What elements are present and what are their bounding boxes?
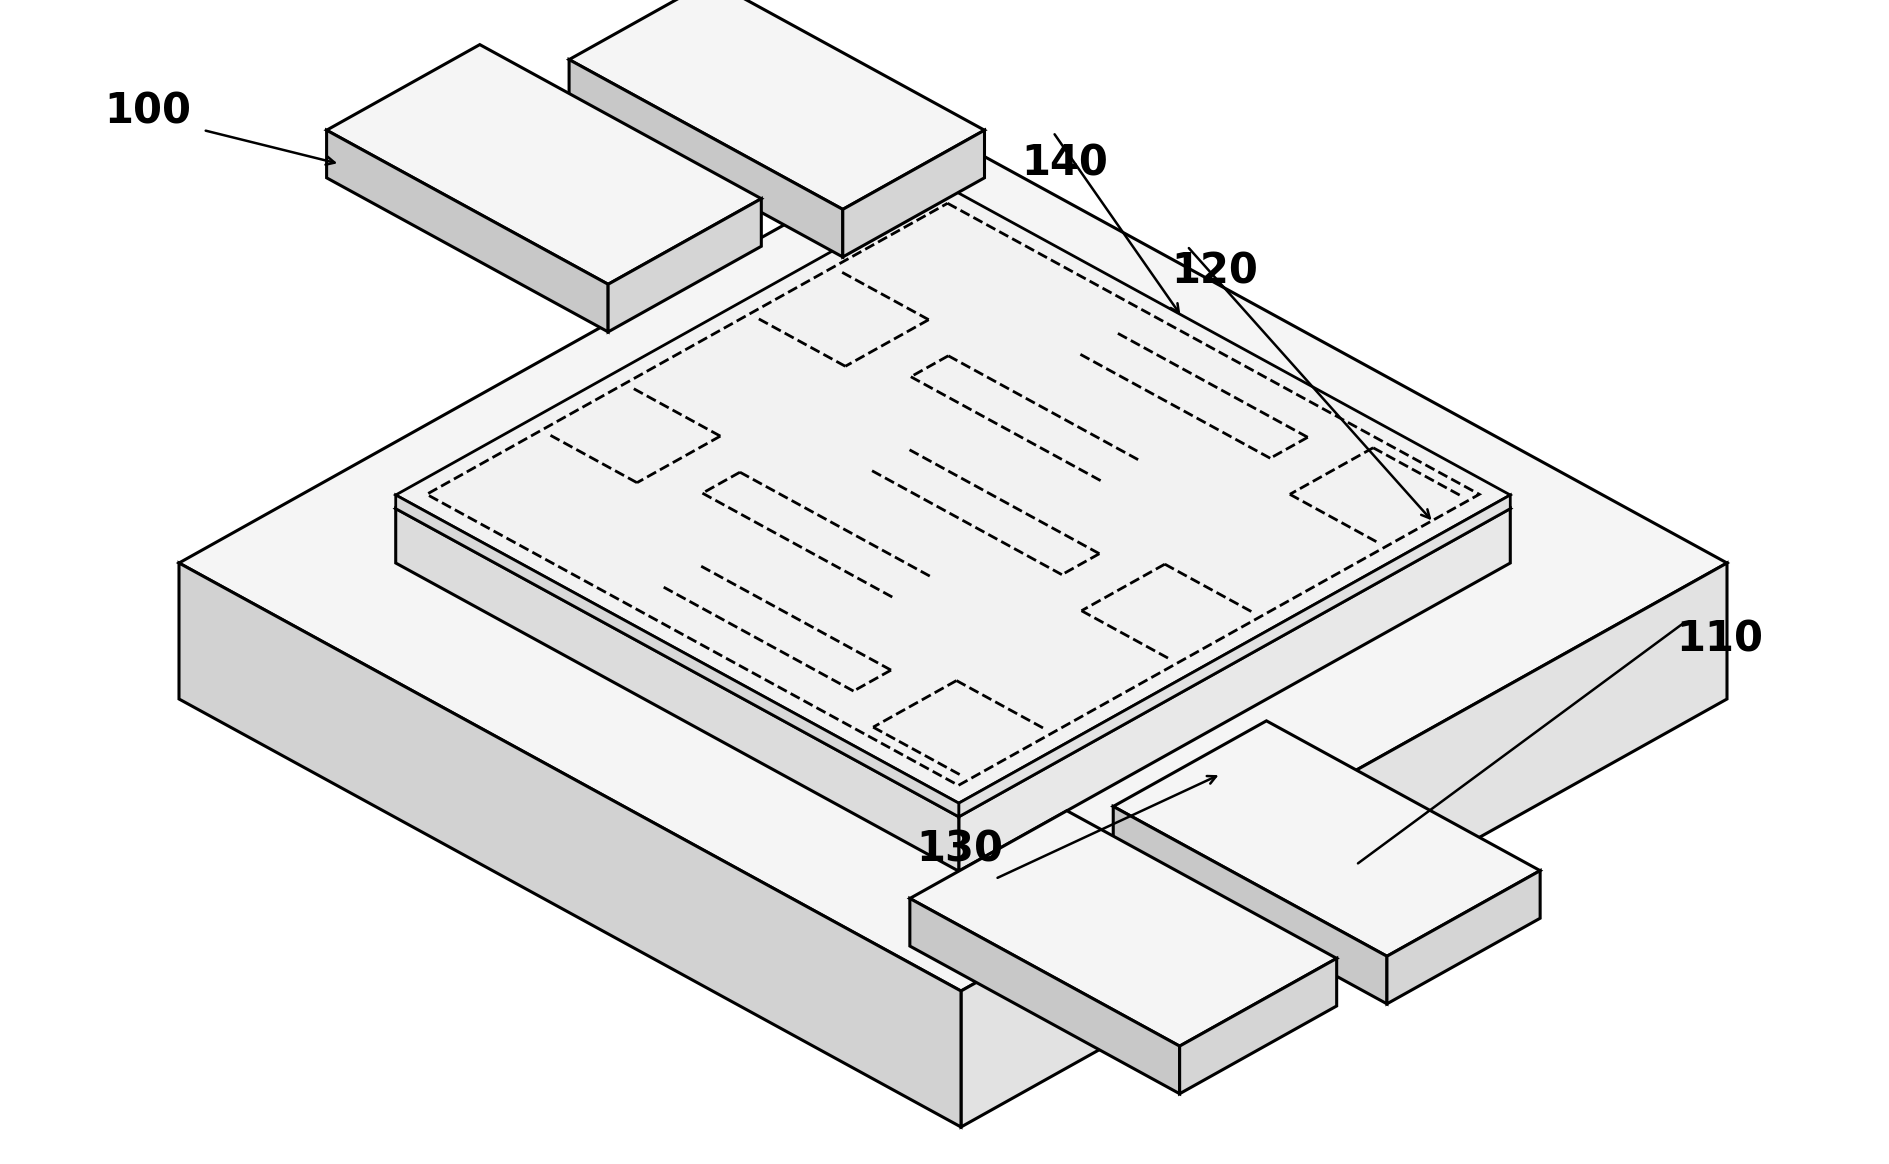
Polygon shape bbox=[395, 509, 958, 871]
Polygon shape bbox=[909, 899, 1179, 1094]
Polygon shape bbox=[1113, 721, 1540, 957]
Polygon shape bbox=[569, 0, 984, 210]
Text: 100: 100 bbox=[104, 91, 191, 133]
Polygon shape bbox=[958, 509, 1509, 871]
Polygon shape bbox=[395, 200, 1509, 817]
Polygon shape bbox=[395, 187, 1509, 803]
Polygon shape bbox=[179, 563, 960, 1127]
Polygon shape bbox=[395, 495, 958, 817]
Text: 110: 110 bbox=[1676, 619, 1762, 661]
Polygon shape bbox=[179, 135, 1727, 991]
Polygon shape bbox=[1179, 958, 1336, 1094]
Polygon shape bbox=[608, 199, 761, 332]
Polygon shape bbox=[1387, 871, 1540, 1003]
Polygon shape bbox=[569, 59, 842, 257]
Polygon shape bbox=[1113, 807, 1387, 1003]
Text: 140: 140 bbox=[1022, 143, 1107, 185]
Text: 120: 120 bbox=[1171, 250, 1258, 292]
Polygon shape bbox=[958, 495, 1509, 817]
Polygon shape bbox=[327, 130, 608, 332]
Polygon shape bbox=[960, 563, 1727, 1127]
Polygon shape bbox=[909, 810, 1336, 1046]
Polygon shape bbox=[842, 130, 984, 257]
Text: 130: 130 bbox=[916, 828, 1003, 870]
Polygon shape bbox=[327, 44, 761, 284]
